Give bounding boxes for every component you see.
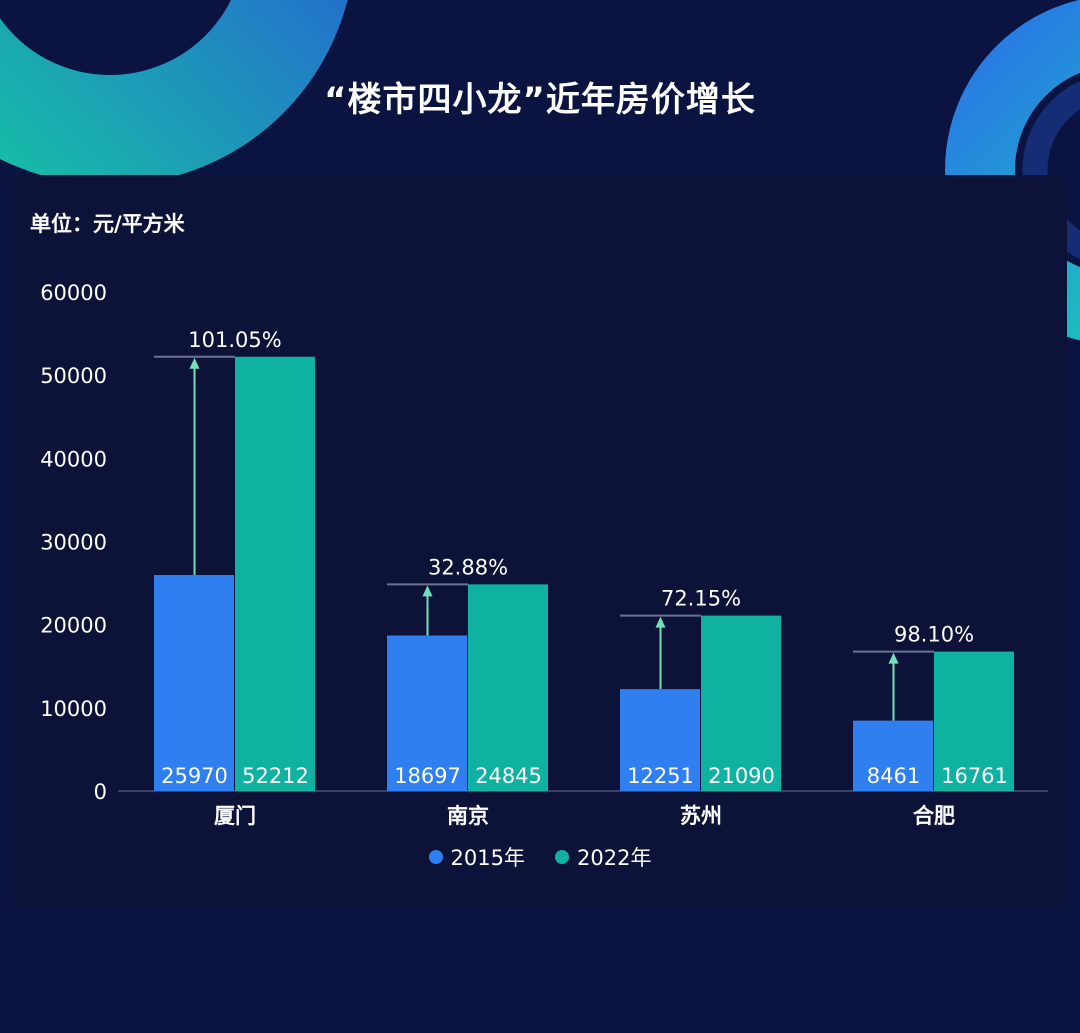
bar-value-label: 18697	[394, 764, 461, 788]
x-category-label: 苏州	[680, 804, 722, 828]
growth-label: 32.88%	[428, 555, 508, 579]
bar-value-label: 25970	[161, 764, 228, 788]
growth-arrow-head	[655, 616, 666, 628]
y-tick-label: 40000	[40, 447, 107, 471]
legend-swatch-2015	[428, 850, 443, 864]
legend-item-2022: 2022年	[555, 842, 651, 872]
y-tick-label: 30000	[40, 531, 107, 555]
bar-value-label: 52212	[242, 764, 309, 788]
page-title: “楼市四小龙”近年房价增长	[324, 80, 756, 120]
growth-label: 72.15%	[661, 587, 741, 611]
y-tick-label: 60000	[40, 281, 107, 305]
bar	[701, 615, 781, 791]
growth-arrow-head	[422, 585, 433, 597]
y-tick-label: 10000	[40, 697, 107, 721]
legend-label-2015: 2015年	[450, 846, 525, 870]
bar	[934, 651, 1014, 791]
legend-label-2022: 2022年	[577, 846, 652, 870]
bar	[387, 635, 467, 791]
bar	[853, 720, 933, 791]
growth-label: 101.05%	[188, 328, 281, 352]
bar	[154, 575, 234, 791]
bar	[468, 584, 548, 791]
x-category-label: 合肥	[913, 804, 955, 828]
bar-value-label: 12251	[627, 764, 694, 788]
bar	[235, 356, 315, 791]
legend-swatch-2022	[555, 850, 569, 864]
bar	[620, 689, 700, 791]
bar-value-label: 24845	[475, 764, 542, 788]
growth-label: 98.10%	[894, 623, 974, 647]
growth-arrow-head	[888, 652, 899, 664]
y-tick-label: 50000	[40, 364, 107, 388]
unit-label: 单位：元/平方米	[30, 212, 185, 236]
x-category-label: 南京	[447, 804, 489, 828]
x-category-label: 厦门	[214, 804, 256, 828]
y-tick-label: 0	[94, 780, 107, 804]
y-tick-label: 20000	[40, 614, 107, 638]
legend-item-2015: 2015年	[428, 842, 525, 872]
legend: 2015年 2022年	[0, 842, 1080, 872]
growth-arrow-head	[189, 357, 200, 369]
bar-value-label: 16761	[941, 764, 1008, 788]
bar-value-label: 8461	[867, 764, 920, 788]
bar-value-label: 21090	[708, 764, 775, 788]
